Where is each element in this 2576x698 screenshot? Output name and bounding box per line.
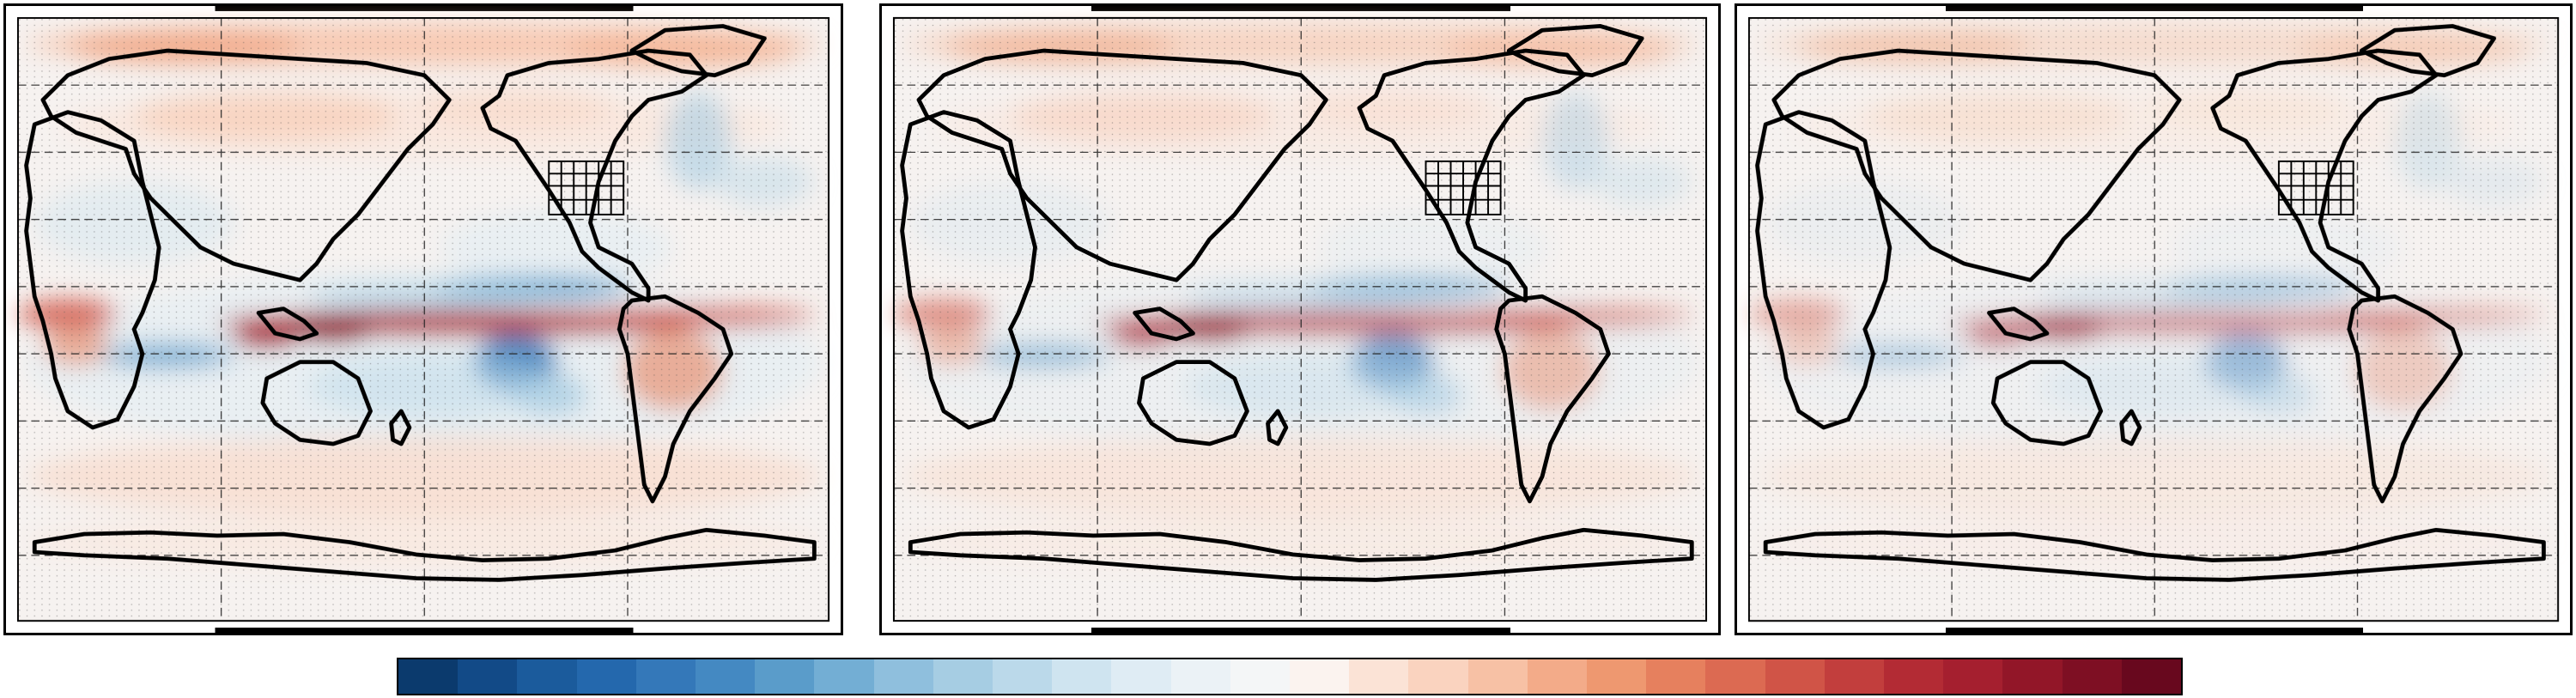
landmass-1-7 (256, 307, 319, 342)
frame-bottom-bar-2 (1091, 628, 1510, 633)
frame-top-bar-1 (215, 6, 634, 11)
map-panel-1 (3, 3, 843, 635)
landmass-1-2 (617, 294, 734, 504)
map-content-3 (1748, 17, 2559, 622)
colorbar-swatch-14 (1170, 659, 1230, 694)
coastlines-2 (900, 24, 1694, 582)
landmass-3-4 (1755, 110, 1893, 430)
landmass-1-9 (389, 409, 412, 446)
colorbar-swatch-6 (696, 659, 756, 694)
colorbar-swatch-9 (873, 659, 933, 694)
colorbar-swatch-10 (933, 659, 993, 694)
colorbar-swatch-23 (1705, 659, 1765, 694)
colorbar-swatch-3 (517, 659, 577, 694)
colorbar-swatch-30 (2121, 659, 2182, 694)
map-content-1 (17, 17, 829, 622)
landmass-1-1 (480, 48, 709, 303)
map-border-3 (1747, 16, 2560, 622)
colorbar-swatch-20 (1527, 659, 1588, 694)
coastlines-3 (1755, 24, 2546, 582)
map-canvas-3 (1737, 6, 2570, 633)
map-panel-3 (1735, 3, 2573, 635)
colorbar-swatch-28 (2002, 659, 2063, 694)
frame-top-bar-2 (1091, 6, 1510, 11)
landmass-3-2 (2347, 294, 2464, 504)
landmass-3-6 (1990, 360, 2104, 446)
landmass-2-3 (1506, 24, 1644, 78)
colorbar-swatch-5 (635, 659, 696, 694)
landmass-1-5 (40, 48, 452, 282)
coastlines-1 (24, 24, 817, 582)
us-state-borders-2 (1425, 160, 1502, 215)
frame-bottom-bar-1 (215, 628, 634, 633)
stippling-2 (893, 17, 1707, 622)
landmass-3-3 (2359, 24, 2496, 78)
landmass-3-7 (1987, 307, 2050, 342)
frame-bottom-bar-3 (1945, 628, 2363, 633)
colorbar (397, 658, 2183, 695)
colorbar-swatch-27 (1943, 659, 2003, 694)
us-state-borders-3 (2277, 160, 2354, 215)
landmass-1-4 (24, 110, 161, 430)
landmass-2-4 (900, 110, 1037, 430)
colorbar-swatch-11 (993, 659, 1053, 694)
colorbar-swatch-7 (755, 659, 815, 694)
landmass-2-5 (916, 48, 1328, 282)
map-canvas-1 (6, 6, 841, 633)
colorbar-swatch-13 (1111, 659, 1171, 694)
landmass-1-3 (629, 24, 767, 78)
colorbar-swatch-15 (1230, 659, 1291, 694)
colorbar-swatch-21 (1587, 659, 1647, 694)
landmass-2-9 (1266, 409, 1289, 446)
colorbar-swatch-22 (1646, 659, 1706, 694)
colorbar-swatch-2 (458, 659, 518, 694)
colorbar-swatch-19 (1467, 659, 1528, 694)
us-state-borders-1 (548, 160, 625, 215)
landmass-2-2 (1494, 294, 1611, 504)
colorbar-swatch-16 (1290, 659, 1350, 694)
landmass-2-1 (1357, 48, 1586, 303)
map-canvas-2 (882, 6, 1718, 633)
map-panel-2 (879, 3, 1721, 635)
stippling-1 (17, 17, 829, 622)
map-content-2 (893, 17, 1707, 622)
landmass-2-7 (1133, 307, 1195, 342)
colorbar-swatch-17 (1349, 659, 1409, 694)
map-border-2 (892, 16, 1708, 622)
landmass-1-6 (260, 360, 373, 446)
colorbar-swatch-1 (398, 659, 459, 694)
landmass-1-8 (32, 527, 817, 582)
landmass-3-5 (1771, 48, 2182, 282)
landmass-2-8 (908, 527, 1694, 582)
colorbar-swatch-18 (1408, 659, 1468, 694)
colorbar-swatch-29 (2062, 659, 2122, 694)
colorbar-swatch-25 (1824, 659, 1885, 694)
landmass-2-6 (1137, 360, 1249, 446)
colorbar-swatch-12 (1052, 659, 1112, 694)
colorbar-swatch-4 (576, 659, 636, 694)
colorbar-swatch-26 (1884, 659, 1944, 694)
landmass-3-8 (1763, 527, 2546, 582)
landmass-3-1 (2210, 48, 2439, 303)
colorbar-swatch-24 (1765, 659, 1825, 694)
frame-top-bar-3 (1945, 6, 2363, 11)
landmass-3-9 (2119, 409, 2142, 446)
colorbar-swatch-8 (814, 659, 874, 694)
map-border-1 (16, 16, 830, 622)
stippling-3 (1748, 17, 2559, 622)
